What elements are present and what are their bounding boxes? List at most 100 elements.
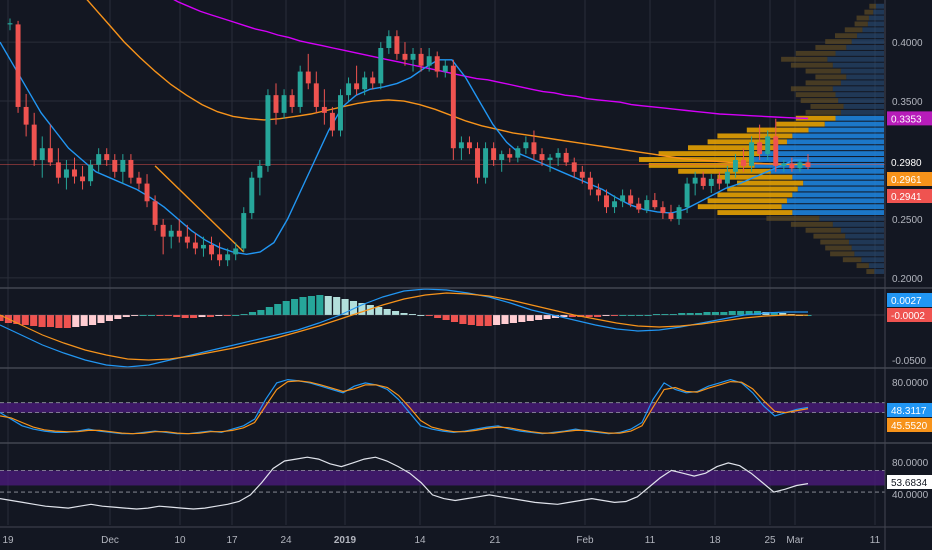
macd-histogram-bar-55 [459, 315, 467, 324]
candle-body-72 [587, 177, 593, 190]
macd-histogram-bar-29 [240, 314, 248, 315]
macd-histogram-bar-0 [0, 315, 4, 321]
volume-profile-up-16 [792, 174, 884, 180]
candle-body-44 [362, 77, 368, 90]
volume-profile-up-18 [754, 162, 884, 168]
macd-histogram-bar-42 [349, 301, 358, 315]
candle-body-20 [168, 230, 174, 237]
price-axis[interactable]: 0.4000 0.3500 0.2500 0.2000 0.3353 0.2980 0.29… [887, 38, 932, 501]
candle-body-56 [458, 142, 464, 149]
volume-profile-down-24 [746, 127, 809, 133]
volume-profile-up-8 [832, 221, 884, 227]
price-label-ma-long: 0.3353 [887, 111, 932, 126]
macd-histogram-bar-85 [711, 312, 719, 315]
volume-profile-down-42 [854, 21, 868, 27]
macd-histogram-bar-65 [543, 315, 551, 319]
price-label-ma-mid-bg [887, 172, 932, 186]
candle-body-50 [410, 53, 416, 60]
candle-body-17 [144, 183, 150, 202]
macd-histogram-bar-41 [341, 299, 349, 315]
time-tick-label-1: Dec [101, 535, 119, 546]
macd-histogram-bar-58 [484, 315, 492, 326]
candle-body-14 [120, 160, 126, 172]
candle-body-75 [612, 201, 618, 208]
candle-body-11 [96, 154, 102, 165]
candle-body-2 [23, 106, 29, 125]
volume-profile-up-11 [781, 204, 884, 210]
macd-histogram-bar-36 [299, 297, 307, 315]
candle-body-55 [450, 65, 456, 149]
rsi-label: 53.6834 [887, 475, 932, 489]
macd-label-signal: -0.0002 [887, 308, 932, 322]
macd-histogram-bar-92 [770, 312, 778, 315]
stochastic-d-line [0, 380, 809, 435]
price-label-current-text: 0.2980 [891, 158, 922, 169]
volume-profile-down-37 [795, 50, 836, 56]
candle-body-6 [55, 162, 61, 178]
macd-histogram-bar-19 [156, 315, 164, 316]
time-tick-label-0: 19 [2, 535, 14, 546]
candle-body-78 [636, 203, 642, 210]
candle-body-22 [184, 236, 190, 243]
macd-histogram-bar-17 [139, 315, 147, 316]
macd-histogram-bar-37 [307, 296, 315, 315]
candle-body-82 [668, 213, 674, 219]
macd-histogram-bar-73 [610, 315, 618, 316]
candle-body-60 [491, 148, 497, 161]
trendline [154, 165, 245, 253]
grid-lines [0, 0, 885, 525]
candle-body-47 [386, 36, 392, 48]
candle-body-26 [217, 254, 223, 261]
volume-profile-down-27 [805, 109, 841, 115]
macd-histogram-bar-26 [215, 315, 223, 316]
volume-profile-up-40 [857, 33, 884, 39]
volume-profile-down-1 [856, 263, 869, 269]
price-tick-label-3: 0.2000 [892, 274, 923, 285]
macd-histogram-bar-77 [644, 315, 652, 316]
volume-profile-down-44 [864, 9, 874, 15]
macd-histogram-bar-82 [686, 313, 694, 315]
macd-label-line-bg [887, 293, 932, 307]
volume-profile-down-29 [800, 98, 839, 103]
macd-histogram-bar-52 [434, 315, 442, 318]
macd-histogram-bar-86 [720, 312, 728, 315]
time-tick-label-10: 18 [709, 535, 721, 546]
macd-tick-label-0: -0.0500 [892, 356, 926, 367]
candle-body-93 [757, 142, 763, 155]
macd-histogram-bar-34 [282, 301, 290, 315]
price-label-last: 0.2941 [887, 189, 932, 203]
macd-histogram-bar-90 [753, 311, 762, 315]
volume-profile-down-6 [813, 233, 846, 239]
volume-profile-up-34 [840, 68, 884, 74]
macd-histogram-bar-60 [501, 315, 509, 324]
candle-body-51 [418, 53, 424, 66]
candle-body-99 [805, 162, 811, 168]
volume-profile-down-31 [790, 86, 833, 92]
candle-body-36 [297, 71, 303, 107]
candle-body-7 [63, 169, 69, 178]
candle-body-19 [160, 224, 166, 237]
volume-profile-up-20 [760, 151, 884, 157]
macd-histogram-bar-62 [518, 315, 526, 322]
rsi-tick-label-0: 80.0000 [892, 458, 929, 469]
volume-profile-up-17 [770, 168, 884, 174]
candle-body-42 [346, 83, 352, 96]
candle-body-15 [128, 160, 134, 178]
macd-histogram-bar-18 [147, 315, 156, 316]
volume-profile-down-26 [795, 115, 836, 121]
volume-profile-up-35 [832, 62, 884, 68]
time-axis[interactable]: 19 Dec 10 17 24 2019 14 21 Feb 11 18 25 Mar 11 [2, 535, 880, 546]
price-label-ma-long-bg [887, 111, 932, 126]
volume-profile-down-43 [856, 15, 869, 21]
macd-histogram-bar-11 [89, 315, 97, 325]
candle-body-95 [773, 136, 779, 166]
candle-body-89 [724, 171, 730, 184]
candle-body-59 [483, 148, 489, 178]
candle-body-32 [265, 95, 271, 166]
volume-profile-up-5 [848, 239, 884, 245]
candle-body-81 [660, 207, 666, 214]
volume-profile-up-33 [846, 74, 884, 80]
stochastic-label-d-bg [887, 418, 932, 432]
price-label-current-bg [887, 155, 932, 169]
